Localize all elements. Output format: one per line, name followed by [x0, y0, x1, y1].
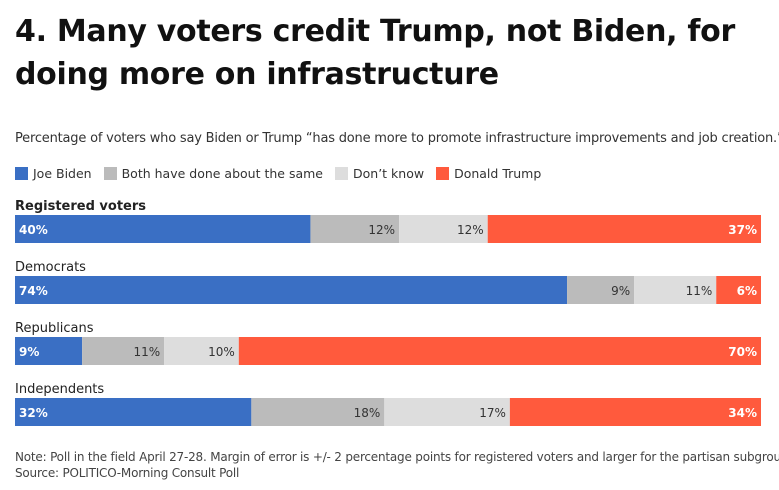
footnote-source: Source: POLITICO-Morning Consult Poll — [15, 466, 240, 480]
data-label: 74% — [19, 284, 48, 298]
bar-segment — [399, 215, 488, 243]
data-label: 40% — [19, 223, 48, 237]
bar-segment — [509, 398, 761, 426]
legend: Joe Biden Both have done about the same Do… — [15, 165, 553, 181]
data-label: 9% — [611, 284, 630, 298]
data-label: 12% — [368, 223, 395, 237]
legend-item: Donald Trump — [436, 166, 541, 181]
legend-item: Both have done about the same — [103, 165, 323, 181]
legend-swatch — [15, 166, 28, 180]
bar-segment — [15, 337, 83, 365]
data-label: 10% — [208, 345, 235, 359]
bar-segment — [384, 398, 510, 426]
bar-segment — [716, 276, 761, 304]
data-label: 17% — [479, 406, 506, 420]
data-label: 18% — [354, 406, 381, 420]
chart-subtitle: Percentage of voters who say Biden or Tr… — [15, 131, 779, 146]
category-label: Republicans — [15, 321, 94, 336]
bar-segment — [487, 215, 761, 243]
bar-segment — [15, 276, 568, 304]
data-label: 34% — [728, 406, 757, 420]
bar-segment — [15, 215, 311, 243]
footnote: Note: Poll in the field April 27-28. Mar… — [15, 449, 779, 481]
data-label: 70% — [728, 345, 757, 359]
category-label: Democrats — [15, 260, 86, 275]
bar-segment — [82, 337, 165, 365]
category-label: Independents — [15, 382, 104, 397]
bar-segment — [634, 276, 717, 304]
data-label: 32% — [19, 406, 48, 420]
data-label: 11% — [686, 284, 713, 298]
bar-segment — [251, 398, 385, 426]
legend-item: Joe Biden — [15, 166, 92, 181]
legend-item: Don’t know — [335, 166, 424, 181]
data-label: 9% — [19, 345, 39, 359]
legend-label: Don’t know — [353, 165, 425, 181]
data-label: 11% — [134, 345, 161, 359]
bar-segment — [567, 276, 635, 304]
category-label: Registered voters — [15, 199, 146, 214]
legend-swatch — [335, 166, 348, 180]
legend-label: Joe Biden — [33, 165, 92, 181]
legend-label: Both have done about the same — [121, 165, 323, 181]
legend-swatch — [103, 166, 117, 180]
data-label: 6% — [737, 284, 757, 298]
stacked-bar-chart: Registered voters 40% 12% 12% 37% Democrats 74… — [15, 199, 762, 426]
data-label: 12% — [457, 223, 484, 237]
chart-title: 4. Many voters credit Trump, not Biden, … — [15, 14, 735, 92]
legend-swatch — [436, 166, 450, 180]
bar-segment — [15, 398, 252, 426]
legend-label: Donald Trump — [454, 165, 542, 181]
bar-segment — [164, 337, 239, 365]
data-label: 37% — [728, 223, 757, 237]
footnote-note: Note: Poll in the field April 27-28. Mar… — [15, 450, 779, 464]
bar-segment — [310, 215, 400, 243]
bar-segment — [238, 337, 762, 365]
